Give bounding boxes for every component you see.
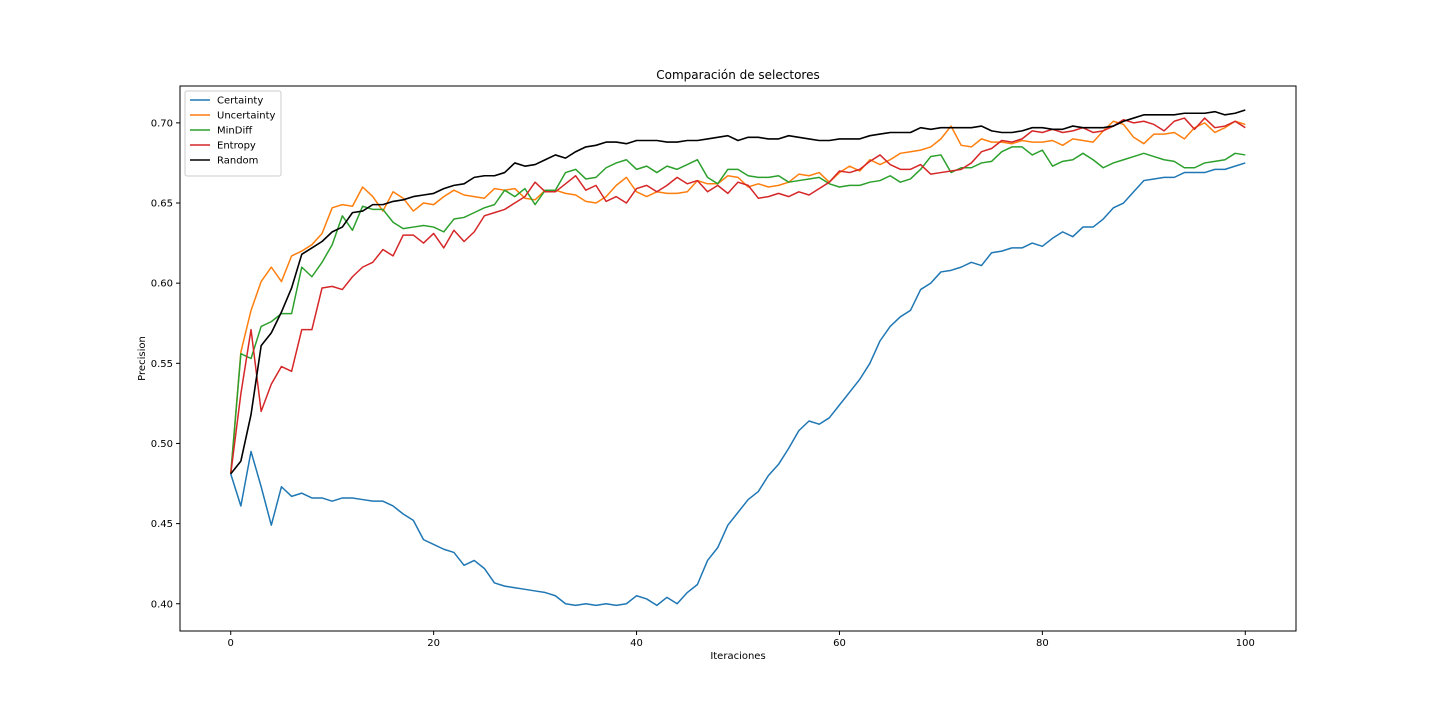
- y-tick-label: 0.45: [151, 519, 173, 530]
- x-tick-label: 40: [630, 638, 643, 649]
- y-tick-label: 0.60: [151, 279, 173, 290]
- series-line-entropy: [229, 117, 1246, 475]
- series-line-random: [230, 109, 1246, 475]
- y-tick-label: 0.50: [151, 439, 173, 450]
- x-axis-label: Iteraciones: [710, 651, 765, 662]
- legend-label: Certainty: [217, 96, 263, 107]
- x-tick-label: 80: [1036, 638, 1049, 649]
- series-layer: [229, 109, 1246, 607]
- legend: Certainty Uncertainty MinDiff Entropy Random: [184, 90, 282, 177]
- x-tick-label: 60: [833, 638, 846, 649]
- legend-label: Random: [217, 156, 258, 167]
- series-line-certainty: [230, 162, 1246, 607]
- legend-label: MinDiff: [217, 126, 253, 137]
- legend-label: Entropy: [217, 141, 256, 152]
- y-tick-label: 0.40: [151, 599, 173, 610]
- legend-label: Uncertainty: [217, 111, 276, 122]
- x-tick-label: 20: [427, 638, 440, 649]
- series-line-mindiff: [229, 146, 1246, 474]
- x-tick-label: 100: [1236, 638, 1255, 649]
- plot-frame: [179, 85, 1297, 632]
- series-line-uncertainty: [229, 120, 1246, 474]
- legend-box: [184, 90, 282, 177]
- y-axis-label: Precision: [137, 336, 148, 381]
- x-axis: 0 20 40 60 80 100: [228, 631, 1255, 649]
- y-axis: 0.40 0.45 0.50 0.55 0.60 0.65 0.70: [151, 118, 180, 610]
- x-tick-label: 0: [228, 638, 234, 649]
- chart-title: Comparación de selectores: [656, 68, 819, 82]
- y-tick-label: 0.55: [151, 359, 173, 370]
- y-tick-label: 0.70: [151, 118, 173, 129]
- y-tick-label: 0.65: [151, 199, 173, 210]
